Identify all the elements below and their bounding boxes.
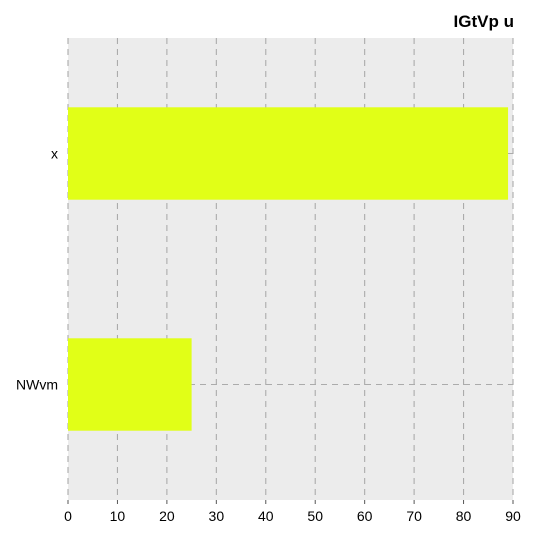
y-axis-labels: x NWvm (16, 146, 58, 393)
x-tick-label: 50 (307, 508, 323, 524)
x-tick-label: 40 (258, 508, 274, 524)
x-tick-label: 90 (505, 508, 521, 524)
category-label: x (51, 146, 58, 162)
x-tick-label: 20 (159, 508, 175, 524)
bars (68, 107, 509, 431)
category-label: NWvm (16, 377, 58, 393)
bar-nwvm (68, 338, 192, 431)
x-tick-label: 10 (110, 508, 126, 524)
x-axis-ticks: 0 10 20 30 40 50 60 70 80 90 (64, 500, 521, 524)
chart-title: IGtVp u (453, 12, 514, 31)
x-tick-label: 80 (456, 508, 472, 524)
bar-x (68, 107, 509, 200)
x-tick-label: 30 (209, 508, 225, 524)
x-tick-label: 70 (406, 508, 422, 524)
x-tick-label: 60 (357, 508, 373, 524)
x-tick-label: 0 (64, 508, 72, 524)
